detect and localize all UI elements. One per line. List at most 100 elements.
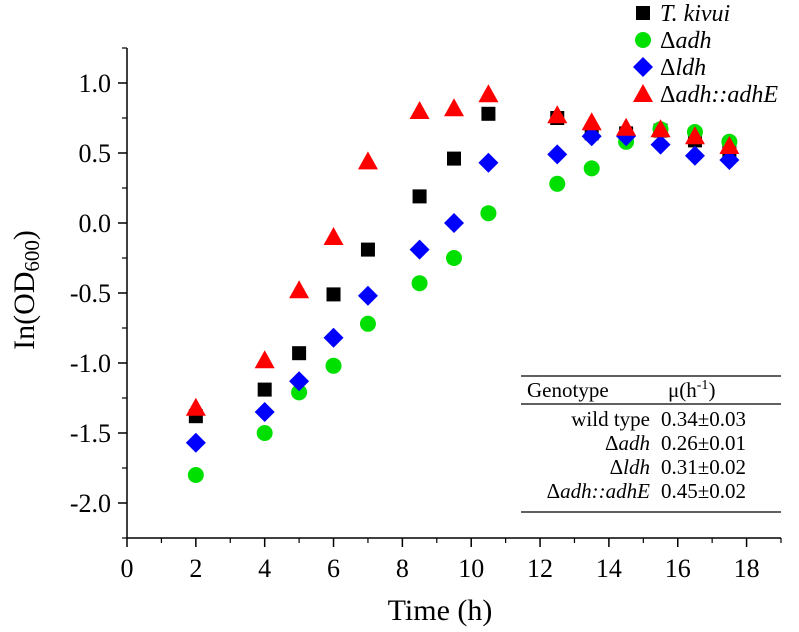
legend-label-name: T. kivui <box>660 1 730 27</box>
series-circle <box>187 121 738 483</box>
table-row-genotype: Δldh <box>610 455 650 479</box>
data-point-diamond <box>254 402 275 422</box>
y-tick-label: -0.5 <box>70 279 111 308</box>
data-point-triangle <box>581 112 602 131</box>
data-point-diamond <box>547 144 568 165</box>
table-header-rate: μ(h-1) <box>668 378 715 402</box>
y-tick-label: 0.5 <box>79 139 112 168</box>
legend-label-prefix: Δ <box>660 82 675 108</box>
x-tick-label: 8 <box>396 554 409 583</box>
legend-label-prefix: Δ <box>660 55 675 81</box>
series-diamond <box>185 126 740 453</box>
data-marks <box>185 84 740 483</box>
growth-rate-table: Genotype μ(h-1) wild type 0.34±0.03 Δadh 0.26… <box>521 375 781 513</box>
table-row-value: 0.31±0.02 <box>661 455 746 479</box>
y-tick-label: -2.0 <box>70 489 111 518</box>
data-point-circle <box>446 250 462 266</box>
data-point-triangle <box>357 151 378 170</box>
data-point-diamond <box>323 327 344 348</box>
data-point-square <box>360 242 375 257</box>
data-point-circle <box>256 425 273 441</box>
data-point-diamond <box>357 285 378 306</box>
data-point-circle <box>359 315 376 332</box>
data-point-circle <box>549 175 566 192</box>
data-point-square <box>326 287 341 302</box>
data-point-diamond <box>650 134 671 155</box>
table-row-genotype: wild type <box>571 407 650 431</box>
series-triangle <box>185 84 740 416</box>
data-point-triangle <box>616 117 637 136</box>
data-point-triangle <box>323 227 344 245</box>
y-axis-label: In(OD600) <box>8 230 44 350</box>
data-point-triangle <box>289 280 310 299</box>
data-point-square <box>412 189 427 204</box>
table-header-genotype: Genotype <box>527 378 609 402</box>
data-point-square <box>481 106 496 121</box>
x-ticks: 0 2 4 6 8 10 12 14 16 18 <box>121 538 782 583</box>
x-tick-label: 16 <box>665 554 691 583</box>
y-tick-label: 1.0 <box>79 69 112 98</box>
data-point-circle <box>187 467 204 483</box>
table-row-value: 0.45±0.02 <box>661 479 746 503</box>
data-point-triangle <box>254 350 275 369</box>
x-tick-label: 6 <box>327 554 340 583</box>
x-tick-label: 12 <box>527 554 553 583</box>
data-point-circle <box>325 357 342 374</box>
y-tick-label: -1.0 <box>70 349 111 378</box>
legend-label: T. kivui <box>660 1 730 27</box>
y-ticks: 1.0 0.5 0.0 -0.5 -1.0 -1.5 -2.0 <box>70 47 127 539</box>
data-point-triangle <box>409 101 430 119</box>
y-axis-label-sub: 600 <box>20 240 44 272</box>
legend-marker-diamond <box>633 57 653 77</box>
data-point-circle <box>480 205 497 222</box>
legend-label-prefix: Δ <box>660 28 675 54</box>
data-point-diamond <box>684 145 705 166</box>
data-point-triangle <box>719 136 740 154</box>
data-point-diamond <box>185 432 206 453</box>
x-tick-label: 18 <box>734 554 760 583</box>
data-point-diamond <box>581 126 602 147</box>
data-point-circle <box>583 160 600 177</box>
table-row-genotype: Δadh <box>605 431 650 455</box>
data-point-square <box>257 382 272 397</box>
data-point-triangle <box>185 397 206 416</box>
data-point-diamond <box>478 152 499 173</box>
legend-label-name: ldh <box>675 55 706 81</box>
data-point-diamond <box>719 150 740 170</box>
data-point-diamond <box>444 213 464 233</box>
data-point-diamond <box>409 239 430 260</box>
data-point-triangle <box>547 105 568 124</box>
legend-marker-circle <box>635 32 651 48</box>
data-point-circle <box>291 384 308 401</box>
data-point-triangle <box>650 119 671 138</box>
legend-label-name: adh::adhE <box>675 82 778 108</box>
data-point-triangle <box>478 84 499 103</box>
legend-label: Δadh <box>660 28 711 54</box>
y-tick-label: -1.5 <box>70 419 111 448</box>
legend-label-name: adh <box>675 28 711 54</box>
y-axis-label-end: ) <box>8 230 41 240</box>
table-row-genotype: Δadh::adhE <box>547 479 651 503</box>
data-point-square <box>292 346 307 361</box>
legend-marker-square <box>636 6 650 20</box>
data-point-diamond <box>289 371 310 392</box>
table-row-value: 0.26±0.01 <box>661 431 746 455</box>
legend-label: Δadh::adhE <box>660 82 778 108</box>
y-axis-label-main: In(OD <box>8 272 41 350</box>
x-axis-label: Time (h) <box>388 594 493 627</box>
legend-marker-triangle <box>633 84 653 102</box>
data-point-triangle <box>444 98 464 117</box>
x-tick-label: 14 <box>596 554 622 583</box>
x-tick-label: 2 <box>189 554 202 583</box>
table-row-value: 0.34±0.03 <box>661 407 746 431</box>
y-tick-label: 0.0 <box>79 209 112 238</box>
data-point-circle <box>411 275 428 292</box>
x-tick-label: 10 <box>458 554 484 583</box>
data-point-triangle <box>684 126 705 145</box>
x-tick-label: 0 <box>121 554 134 583</box>
legend-label: Δldh <box>660 55 706 81</box>
data-point-square <box>447 151 461 166</box>
x-tick-label: 4 <box>258 554 271 583</box>
